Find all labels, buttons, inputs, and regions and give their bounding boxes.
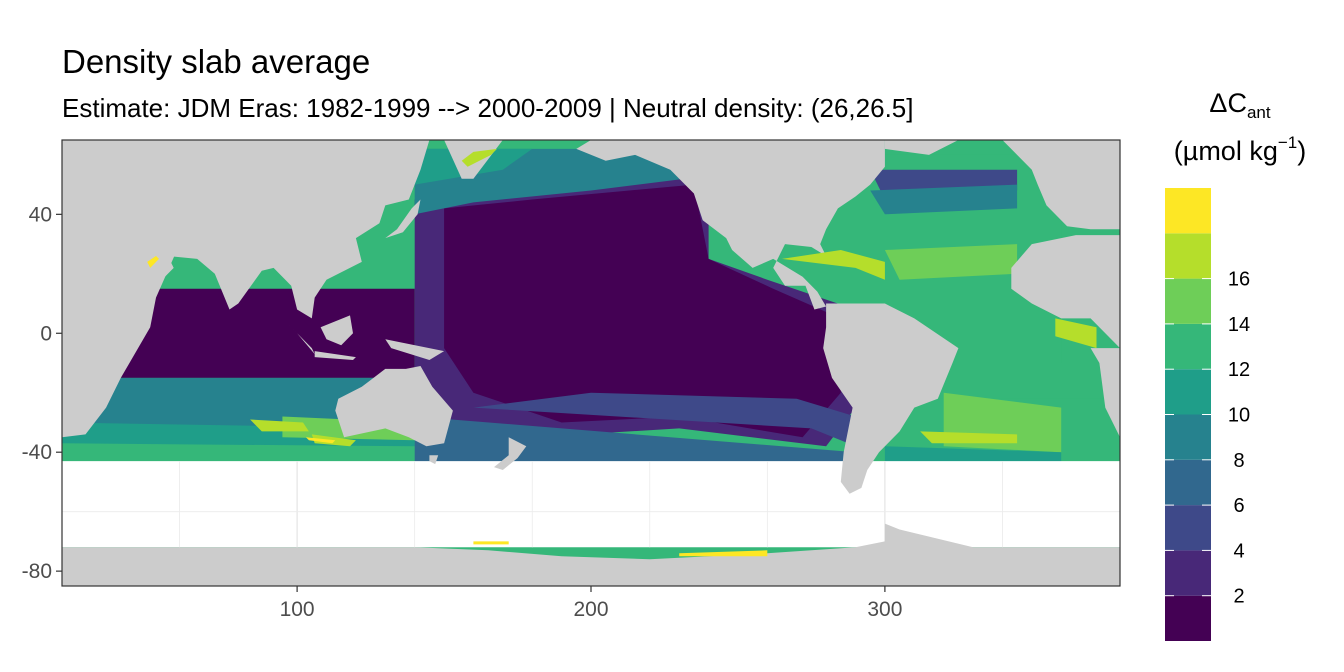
colorbar-label: 10 xyxy=(1228,405,1250,427)
value-zone xyxy=(62,377,415,432)
legend-unit-prefix: (µmol kg xyxy=(1173,136,1278,166)
colorbar-label: 4 xyxy=(1233,540,1244,562)
no-data-region xyxy=(62,461,1120,548)
colorbar-bin xyxy=(1165,278,1211,324)
legend-unit-exponent: −1 xyxy=(1277,133,1298,152)
colorbar-bin xyxy=(1165,323,1211,370)
y-axis: 40 0 -40 -80 xyxy=(22,203,62,583)
legend-title: ΔCant (µmol kg−1) xyxy=(1160,86,1320,168)
y-tick-label: -80 xyxy=(22,560,52,583)
land-mass xyxy=(1090,348,1120,438)
high-value-patches xyxy=(147,148,1097,557)
y-tick-label: -40 xyxy=(22,441,52,464)
high-value-patch xyxy=(920,431,1018,444)
x-tick-label: 200 xyxy=(573,598,608,621)
land-mass xyxy=(62,523,1120,586)
colorbar-label: 16 xyxy=(1228,269,1250,291)
colorbar-bin xyxy=(1165,505,1211,551)
colorbar-bin xyxy=(1165,369,1211,415)
land-masks xyxy=(62,140,1120,586)
colorbar-label: 14 xyxy=(1228,314,1250,336)
x-tick-label: 100 xyxy=(280,598,315,621)
plot-subtitle: Estimate: JDM Eras: 1982-1999 --> 2000-2… xyxy=(62,93,914,123)
high-value-patch xyxy=(1055,318,1097,349)
value-zone xyxy=(870,184,1018,215)
legend-subscript: ant xyxy=(1246,103,1271,122)
land-mass xyxy=(429,455,439,465)
colorbar-label: 6 xyxy=(1233,495,1244,517)
value-zone xyxy=(884,244,1018,280)
colorbar-label: 2 xyxy=(1233,586,1244,608)
colorbar-bin xyxy=(1165,595,1211,641)
colorbar-label: 8 xyxy=(1233,450,1244,472)
x-axis: 100 200 300 xyxy=(280,586,902,621)
land-mass xyxy=(494,437,527,470)
high-value-patch xyxy=(461,148,497,167)
colorbar-label: 12 xyxy=(1228,359,1250,381)
land-mass xyxy=(1011,235,1120,349)
colorbar-bin xyxy=(1165,233,1211,279)
value-zone xyxy=(444,184,841,438)
colorbar-bin xyxy=(1165,188,1211,234)
no-data-band xyxy=(62,461,1120,548)
colorbar-bin xyxy=(1165,459,1211,506)
land-mass xyxy=(335,366,453,447)
land-mass xyxy=(385,339,445,360)
land-mass xyxy=(385,199,421,239)
high-value-patch xyxy=(473,541,509,545)
high-value-patch xyxy=(305,437,336,444)
colorbar-bin xyxy=(1165,550,1211,596)
y-tick-label: 0 xyxy=(40,322,52,345)
value-zone xyxy=(473,392,856,447)
land-mass xyxy=(320,315,353,346)
x-tick-label: 300 xyxy=(867,598,902,621)
y-tick-label: 40 xyxy=(29,203,52,226)
legend-symbol: ΔC xyxy=(1209,88,1247,118)
land-mass xyxy=(576,140,885,310)
land-mass xyxy=(823,303,959,494)
land-mass xyxy=(884,140,959,155)
colorbar-bin xyxy=(1165,414,1211,460)
high-value-patch xyxy=(250,419,309,432)
land-mass xyxy=(1002,140,1120,230)
high-value-patch xyxy=(679,550,768,557)
land-mass xyxy=(314,351,356,360)
plot-title: Density slab average xyxy=(62,43,371,80)
land-mass xyxy=(126,140,430,319)
gridlines xyxy=(62,461,1120,548)
high-value-patch xyxy=(147,256,159,268)
legend-unit-suffix: ) xyxy=(1297,136,1307,166)
colorbar: 2 4 6 8 10 12 14 16 xyxy=(1165,188,1250,641)
map-panel xyxy=(62,140,1120,586)
high-value-patch xyxy=(782,250,885,280)
value-zone xyxy=(414,416,856,468)
